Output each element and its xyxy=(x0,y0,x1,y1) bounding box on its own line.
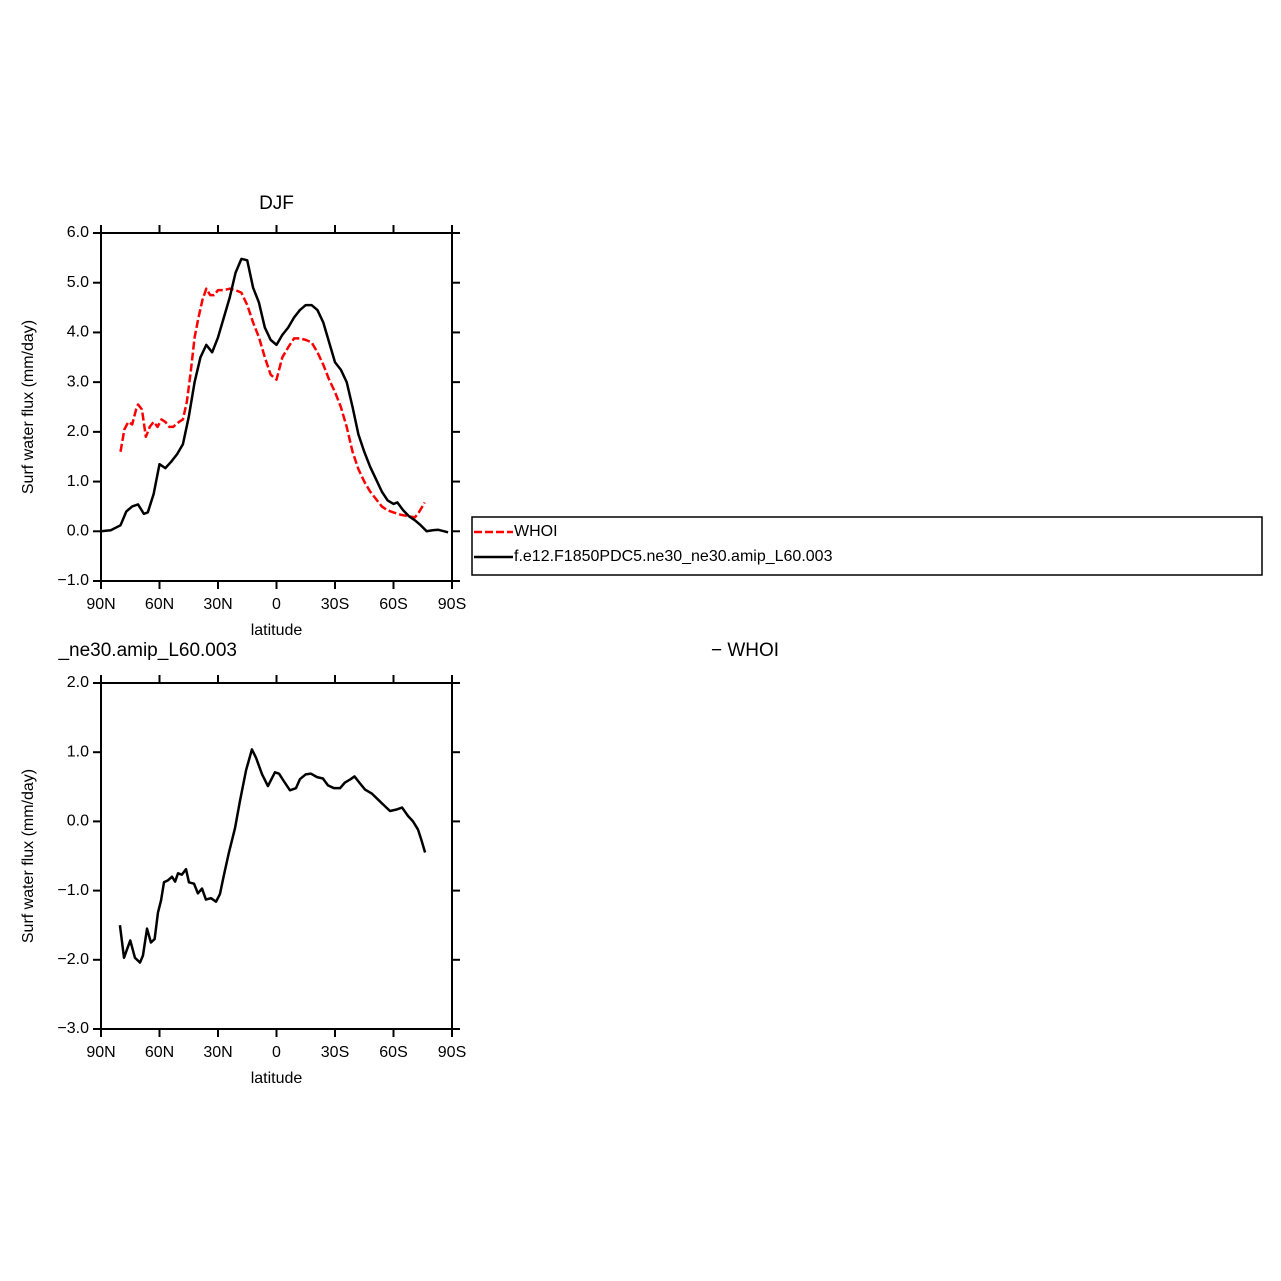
x-tick-label: 90S xyxy=(438,596,466,613)
data-line xyxy=(100,257,449,534)
y-tick-label: 6.0 xyxy=(67,224,89,241)
x-tick-label: 60N xyxy=(145,1044,174,1061)
legend-label: f.e12.F1850PDC5.ne30_ne30.amip_L60.003 xyxy=(514,548,833,565)
x-tick-label: 30N xyxy=(203,1044,232,1061)
chart-title-fragment: − WHOI xyxy=(711,640,779,661)
x-tick-label: 0 xyxy=(272,1044,281,1061)
x-tick-label: 30S xyxy=(321,1044,349,1061)
plot-frame xyxy=(100,232,453,582)
data-line xyxy=(119,287,426,519)
x-tick-label: 0 xyxy=(272,596,281,613)
y-tick-label: 4.0 xyxy=(67,324,89,341)
y-tick-label: −3.0 xyxy=(57,1020,89,1037)
y-tick-label: −2.0 xyxy=(57,951,89,968)
y-tick-label: 5.0 xyxy=(67,274,89,291)
y-tick-label: 3.0 xyxy=(67,373,89,390)
y-tick-label: 0.0 xyxy=(67,523,89,540)
y-tick-label: −1.0 xyxy=(57,882,89,899)
x-tick-label: 90N xyxy=(86,1044,115,1061)
x-tick-label: 90S xyxy=(438,1044,466,1061)
chart-title-fragment: _ne30.amip_L60.003 xyxy=(57,640,237,661)
x-tick-label: 30S xyxy=(321,596,349,613)
legend-box xyxy=(471,516,1263,576)
data-line xyxy=(118,748,427,964)
y-tick-label: 2.0 xyxy=(67,674,89,691)
y-tick-label: 2.0 xyxy=(67,423,89,440)
x-tick-label: 90N xyxy=(86,596,115,613)
x-axis-label: latitude xyxy=(251,622,303,639)
y-axis-label: Surf water flux (mm/day) xyxy=(20,320,37,494)
x-axis-label: latitude xyxy=(251,1070,303,1087)
y-tick-label: −1.0 xyxy=(57,572,89,589)
x-tick-label: 30N xyxy=(203,596,232,613)
chart-title: DJF xyxy=(259,193,294,214)
y-axis-label: Surf water flux (mm/day) xyxy=(20,769,37,943)
plot-frame xyxy=(100,682,453,1030)
x-tick-label: 60S xyxy=(379,596,407,613)
y-tick-label: 1.0 xyxy=(67,473,89,490)
x-tick-label: 60N xyxy=(145,596,174,613)
y-tick-label: 0.0 xyxy=(67,813,89,830)
legend-label: WHOI xyxy=(514,523,558,540)
y-tick-label: 1.0 xyxy=(67,743,89,760)
x-tick-label: 60S xyxy=(379,1044,407,1061)
